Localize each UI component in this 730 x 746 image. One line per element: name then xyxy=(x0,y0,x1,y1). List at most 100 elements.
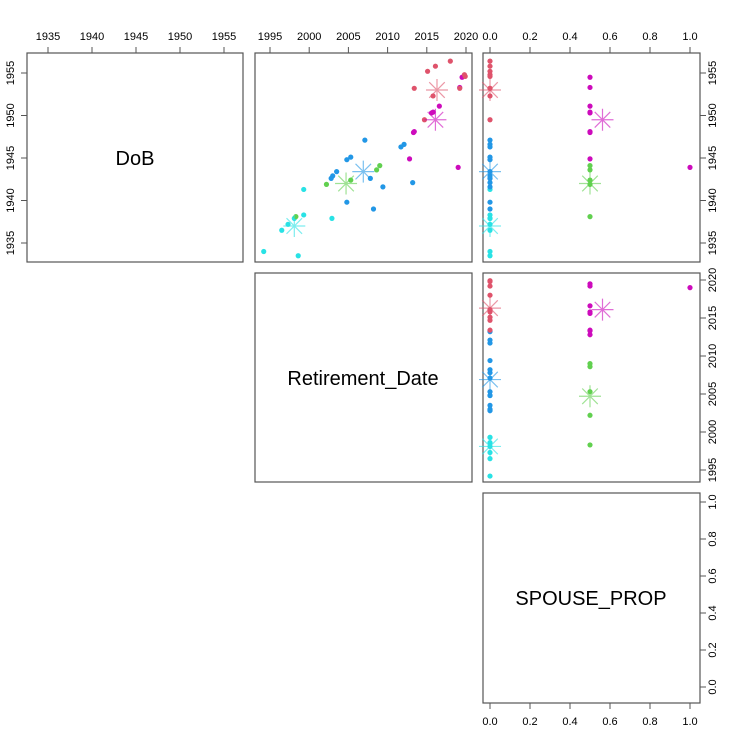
y-tick-label: 1940 xyxy=(707,188,719,212)
data-point xyxy=(432,63,439,69)
x-tick-label: 2020 xyxy=(454,31,478,43)
data-point xyxy=(487,58,493,64)
centroid-star-icon xyxy=(591,108,614,131)
y-tick-label: 1935 xyxy=(5,231,17,255)
x-tick-label: 2000 xyxy=(297,31,321,43)
data-point xyxy=(587,129,593,135)
data-point xyxy=(455,164,461,170)
data-point xyxy=(487,473,493,479)
centroid-star-icon xyxy=(283,215,306,237)
x-tick-label: 1940 xyxy=(80,31,104,43)
x-tick-label: 1935 xyxy=(36,31,60,43)
centroid-star-icon xyxy=(424,108,447,131)
panel-2-2 xyxy=(482,492,701,704)
data-point xyxy=(487,392,493,399)
data-point xyxy=(487,357,493,364)
data-point xyxy=(687,285,693,291)
x-tick-label: 1.0 xyxy=(682,31,697,43)
data-point xyxy=(487,456,493,462)
x-tick-label: 2015 xyxy=(415,31,439,43)
data-point xyxy=(587,167,593,173)
data-point xyxy=(424,68,431,74)
centroid-star-icon xyxy=(579,172,601,195)
data-point xyxy=(487,180,493,186)
data-point xyxy=(487,199,493,205)
data-point xyxy=(587,327,593,333)
y-tick-label: 0.4 xyxy=(707,605,719,620)
x-tick-label: 0.4 xyxy=(562,31,577,43)
diag-label-retirement-date: Retirement_Date xyxy=(287,368,438,390)
x-tick-label: 2005 xyxy=(336,31,360,43)
y-tick-label: 2005 xyxy=(707,382,719,406)
data-point xyxy=(587,163,593,169)
data-point xyxy=(374,167,380,173)
data-point xyxy=(295,253,301,259)
y-tick-label: 2000 xyxy=(707,420,719,444)
x-tick-label: 0.6 xyxy=(602,716,617,728)
axes: 1935 1940 1945 1950 1955 1995 2000 2005 2010 2015… xyxy=(5,31,719,728)
x-tick-label: 0.0 xyxy=(482,31,497,43)
data-point xyxy=(344,199,350,205)
data-point xyxy=(587,309,593,315)
data-point xyxy=(487,73,493,79)
data-point xyxy=(487,253,493,259)
data-point xyxy=(587,303,593,309)
y-tick-label: 2015 xyxy=(707,306,719,330)
data-point xyxy=(370,206,377,212)
y-tick-label: 2010 xyxy=(707,344,719,368)
data-point xyxy=(487,278,493,284)
x-tick-label: 0.8 xyxy=(642,31,657,43)
y-tick-label: 1955 xyxy=(707,61,719,85)
data-point xyxy=(406,156,413,162)
data-point xyxy=(587,361,593,367)
x-tick-label: 0.2 xyxy=(522,716,537,728)
diag-label-dob: DoB xyxy=(116,148,155,170)
y-tick-label: 0.2 xyxy=(707,642,719,657)
x-tick-label: 0.6 xyxy=(602,31,617,43)
y-tick-label: 1950 xyxy=(707,103,719,127)
x-tick-label: 1945 xyxy=(124,31,148,43)
data-point xyxy=(410,180,416,186)
data-point xyxy=(401,141,407,147)
diag-label-spouse-prop: SPOUSE_PROP xyxy=(515,588,666,610)
x-tick-label: 1955 xyxy=(212,31,236,43)
centroid-star-icon xyxy=(479,79,501,101)
x-tick-label: 0.8 xyxy=(642,716,657,728)
data-point xyxy=(487,137,493,143)
data-point xyxy=(687,164,693,170)
data-point xyxy=(487,206,493,212)
data-point xyxy=(348,154,354,160)
data-point xyxy=(430,109,436,115)
data-point xyxy=(487,389,493,395)
centroid-star-icon xyxy=(479,215,501,237)
y-tick-label: 1950 xyxy=(5,103,17,127)
data-point xyxy=(377,163,383,169)
data-point xyxy=(348,177,354,183)
y-tick-label: 1945 xyxy=(5,146,17,170)
data-point xyxy=(487,337,493,343)
data-point xyxy=(587,332,593,338)
data-point xyxy=(487,327,493,333)
y-tick-label: 1945 xyxy=(707,146,719,170)
data-point xyxy=(261,248,267,255)
data-point xyxy=(487,63,493,69)
data-point xyxy=(587,412,593,418)
centroid-star-icon xyxy=(579,385,601,408)
y-tick-label: 1940 xyxy=(5,188,17,212)
data-point xyxy=(487,248,493,255)
y-tick-label: 2020 xyxy=(707,268,719,292)
data-point xyxy=(587,156,593,162)
data-points xyxy=(261,58,693,479)
y-tick-label: 0.8 xyxy=(707,531,719,546)
y-tick-label: 1935 xyxy=(707,231,719,255)
centroid-star-icon xyxy=(479,297,501,320)
centroid-star-icon xyxy=(335,172,358,195)
centroid-star-icon xyxy=(425,79,448,101)
data-point xyxy=(301,212,307,218)
centroid-star-icon xyxy=(591,298,614,321)
data-point xyxy=(411,85,417,91)
data-point xyxy=(587,214,593,220)
panel-1-2 xyxy=(482,272,701,483)
x-tick-label: 1995 xyxy=(258,31,282,43)
